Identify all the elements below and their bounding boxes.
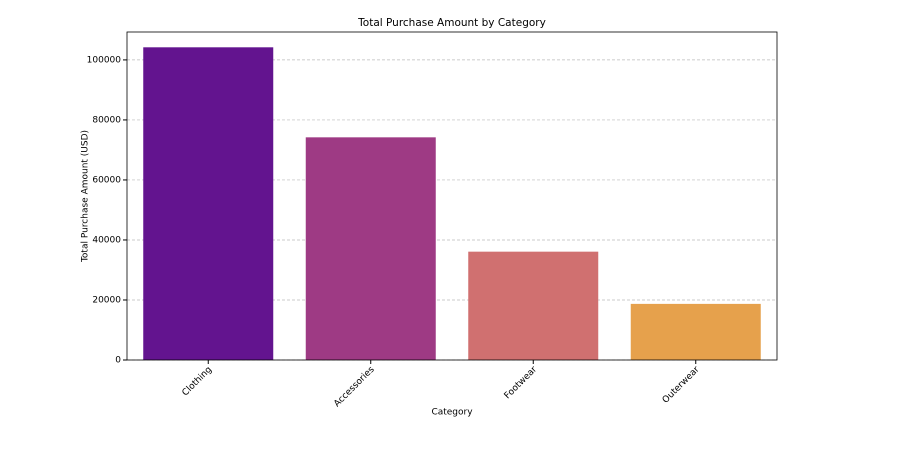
y-tick-label: 80000 [92, 115, 121, 125]
bar [305, 137, 436, 360]
bar [143, 47, 274, 361]
y-tick-label: 20000 [92, 295, 121, 305]
bar [630, 303, 761, 360]
x-tick-label: Outerwear [661, 365, 702, 406]
bar [468, 251, 599, 360]
x-tick-label: Footwear [503, 365, 540, 402]
y-tick-label: 60000 [92, 175, 121, 185]
x-tick-label: Accessories [332, 365, 377, 410]
chart-title: Total Purchase Amount by Category [357, 17, 546, 29]
y-tick-label: 40000 [92, 235, 121, 245]
plot-frame [126, 31, 778, 361]
y-tick-label: 0 [115, 356, 121, 366]
x-axis-label: Category [431, 408, 473, 418]
y-tick-label: 100000 [87, 55, 122, 65]
x-tick-label: Clothing [181, 365, 215, 399]
y-axis-label: Total Purchase Amount (USD) [81, 130, 91, 263]
